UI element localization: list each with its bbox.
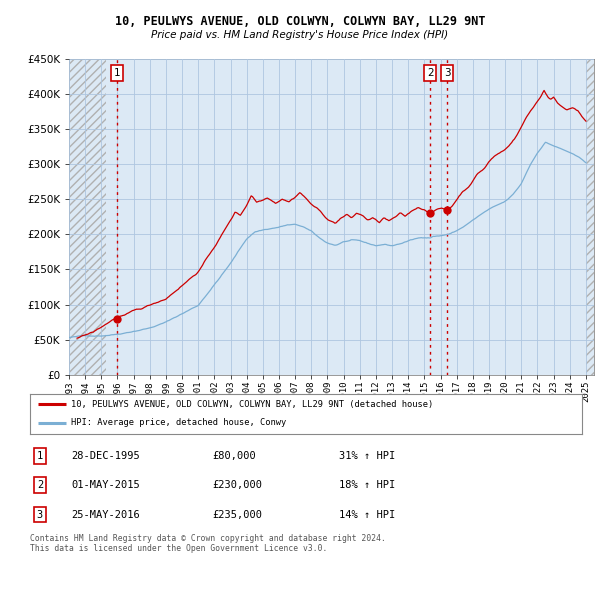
Text: 3: 3 — [443, 68, 451, 78]
Text: Price paid vs. HM Land Registry's House Price Index (HPI): Price paid vs. HM Land Registry's House … — [151, 30, 449, 40]
Text: 1: 1 — [114, 68, 121, 78]
Text: 25-MAY-2016: 25-MAY-2016 — [71, 510, 140, 520]
Text: 10, PEULWYS AVENUE, OLD COLWYN, COLWYN BAY, LL29 9NT (detached house): 10, PEULWYS AVENUE, OLD COLWYN, COLWYN B… — [71, 400, 434, 409]
Text: 3: 3 — [37, 510, 43, 520]
Text: 01-MAY-2015: 01-MAY-2015 — [71, 480, 140, 490]
Text: 10, PEULWYS AVENUE, OLD COLWYN, COLWYN BAY, LL29 9NT: 10, PEULWYS AVENUE, OLD COLWYN, COLWYN B… — [115, 15, 485, 28]
Text: 28-DEC-1995: 28-DEC-1995 — [71, 451, 140, 461]
Text: 14% ↑ HPI: 14% ↑ HPI — [339, 510, 395, 520]
Text: 1: 1 — [37, 451, 43, 461]
Text: £230,000: £230,000 — [212, 480, 262, 490]
Text: 31% ↑ HPI: 31% ↑ HPI — [339, 451, 395, 461]
Text: Contains HM Land Registry data © Crown copyright and database right 2024.
This d: Contains HM Land Registry data © Crown c… — [30, 534, 386, 553]
Text: 2: 2 — [427, 68, 434, 78]
Bar — [69, 59, 106, 375]
Text: £235,000: £235,000 — [212, 510, 262, 520]
Text: 2: 2 — [37, 480, 43, 490]
Bar — [586, 59, 594, 375]
Text: HPI: Average price, detached house, Conwy: HPI: Average price, detached house, Conw… — [71, 418, 287, 427]
Text: £80,000: £80,000 — [212, 451, 256, 461]
Text: 18% ↑ HPI: 18% ↑ HPI — [339, 480, 395, 490]
